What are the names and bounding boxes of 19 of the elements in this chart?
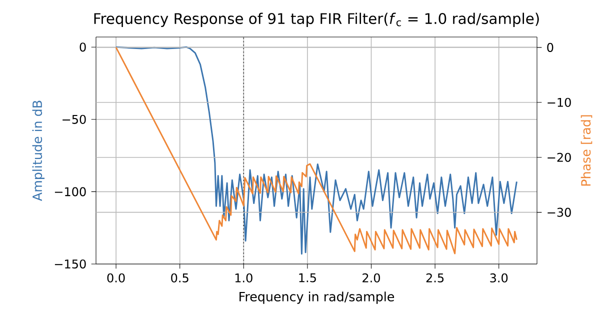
x-tick-label: 1.0 — [235, 273, 252, 282]
y-tick-label: −150 — [54, 259, 86, 269]
y2-axis-title: Phase [rad] — [580, 115, 592, 186]
x-tick-label: 0.5 — [171, 273, 188, 282]
y2-tick-label: −30 — [548, 208, 571, 217]
y2-tick-label: 0 — [547, 42, 554, 52]
chart-title: Frequency Response of 91 tap FIR Filter(f$_{c}$ = 1.0 rad/sample) — [94, 12, 539, 27]
x-tick-label: 2.5 — [426, 273, 444, 282]
x-tick-label: 2.0 — [362, 273, 380, 282]
x-axis-title: Frequency in rad/sample — [240, 292, 394, 304]
y-tick-label: −100 — [54, 187, 86, 196]
y-tick-label: −50 — [62, 114, 86, 124]
y2-tick-label: −10 — [548, 98, 571, 107]
x-tick-label: 1.5 — [299, 273, 316, 282]
x-tick-label: 0.0 — [107, 273, 125, 282]
y-axis-title: Amplitude in dB — [32, 100, 45, 201]
y-tick-label: 0 — [80, 42, 86, 52]
x-tick-label: 3.0 — [490, 273, 508, 282]
y2-tick-label: −20 — [548, 152, 571, 162]
